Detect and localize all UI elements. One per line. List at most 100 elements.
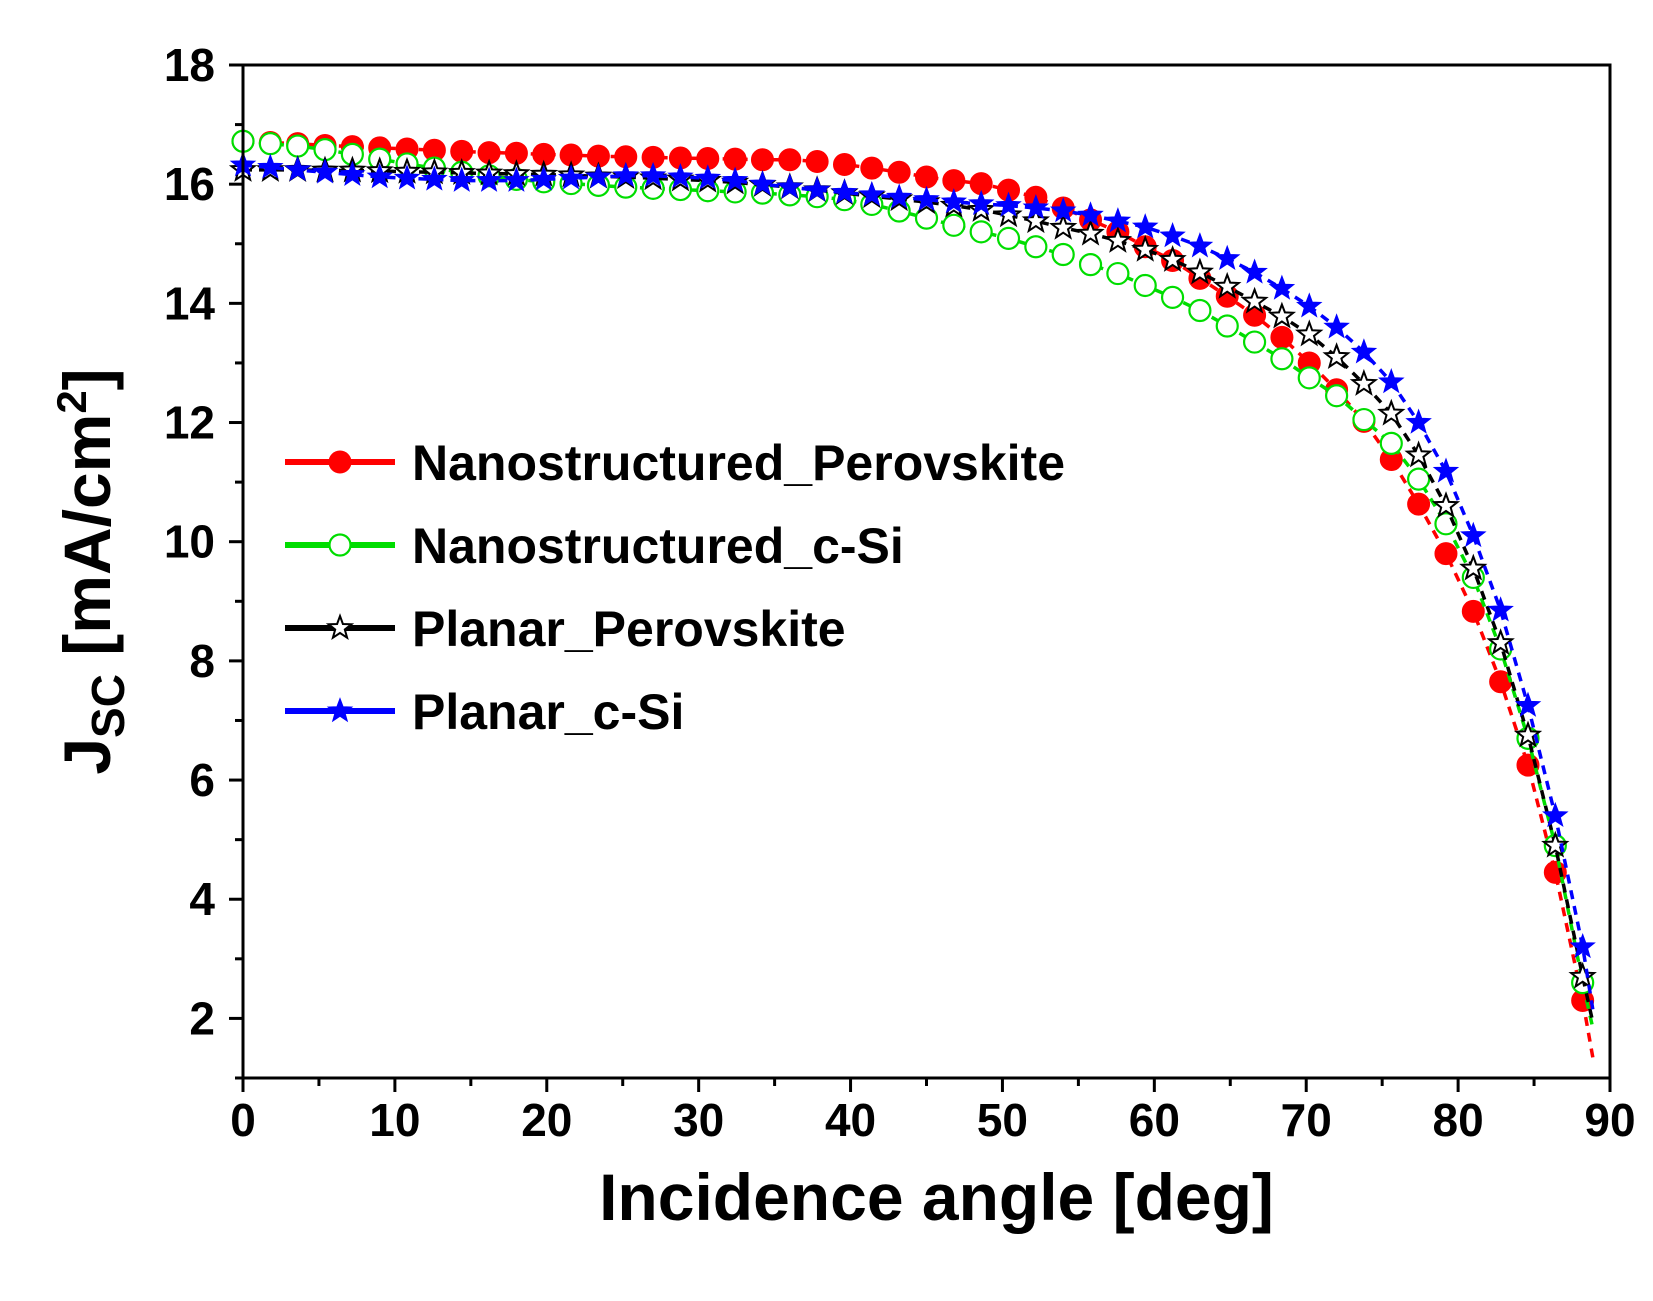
data-point-planar-perovskite [1486, 628, 1515, 656]
legend-item-planar-c-si: Planar_c-Si [285, 684, 684, 740]
data-point-planar-c-si [721, 166, 749, 192]
data-point-nanostructured-c-si [996, 226, 1021, 251]
legend-item-nanostructured-perovskite: Nanostructured_Perovskite [285, 435, 1065, 491]
y-axis-title-main: J [50, 738, 124, 775]
y-tick-label: 6 [189, 754, 215, 806]
data-point-planar-c-si [1214, 244, 1241, 270]
y-tick-label: 14 [164, 277, 216, 329]
data-point-nanostructured-c-si [1324, 384, 1349, 408]
data-point-planar-perovskite [994, 200, 1023, 228]
data-point-planar-c-si [967, 189, 995, 216]
data-point-planar-c-si [339, 160, 366, 186]
x-axis-title: Incidence angle [deg] [599, 1160, 1274, 1234]
data-point-planar-c-si [803, 176, 831, 202]
data-point-planar-c-si [913, 185, 940, 211]
data-point-planar-c-si [885, 183, 913, 209]
data-point-planar-perovskite [1295, 319, 1324, 347]
data-point-planar-c-si [557, 164, 585, 190]
data-point-planar-c-si [831, 178, 858, 204]
data-point-planar-c-si [421, 165, 448, 191]
data-point-planar-perovskite [1103, 225, 1133, 253]
y-tick-label: 8 [189, 635, 215, 687]
legend-marker-planar-c-si [326, 697, 354, 723]
x-tick-label: 30 [673, 1094, 724, 1146]
data-point-planar-c-si [284, 155, 311, 182]
data-point-nanostructured-c-si [1242, 330, 1267, 354]
data-point-nanostructured-perovskite [887, 160, 911, 184]
data-point-nanostructured-perovskite [778, 148, 802, 172]
data-point-nanostructured-c-si [258, 132, 282, 156]
x-tick-label: 40 [825, 1094, 876, 1146]
data-point-planar-c-si [1460, 521, 1487, 548]
data-point-planar-c-si [1350, 338, 1378, 364]
y-tick-label: 4 [189, 873, 215, 925]
data-point-planar-c-si [448, 166, 475, 192]
y-tick-label: 18 [164, 39, 215, 91]
data-point-planar-c-si [1268, 274, 1296, 300]
data-point-planar-c-si [1077, 201, 1104, 227]
data-point-nanostructured-c-si [1106, 261, 1130, 286]
data-point-nanostructured-c-si [1407, 467, 1431, 491]
data-point-planar-perovskite [1240, 286, 1269, 314]
legend-item-nanostructured-c-si: Nanostructured_c-Si [285, 518, 904, 574]
legend-item-planar-perovskite: Planar_Perovskite [285, 601, 846, 657]
data-point-nanostructured-perovskite [1434, 542, 1458, 566]
data-point-nanostructured-c-si [1379, 431, 1403, 455]
data-point-planar-c-si [1296, 292, 1323, 318]
legend-marker-nanostructured-perovskite [328, 450, 352, 474]
data-point-planar-perovskite [1021, 206, 1051, 234]
plot-series [228, 129, 1597, 1061]
data-point-nanostructured-perovskite [860, 156, 884, 180]
series-line-planar-c-si [242, 163, 1596, 1013]
data-point-nanostructured-perovskite [832, 153, 856, 177]
data-point-planar-c-si [1378, 368, 1405, 394]
data-point-planar-c-si [639, 161, 667, 188]
data-point-planar-c-si [940, 188, 968, 214]
data-point-planar-perovskite [1377, 398, 1406, 426]
y-axis-title: JSC [mA/cm2] [48, 368, 134, 774]
axes: 0 10 20 30 40 50 60 70 80 90 2 4 6 8 10 12 14 16 18 [164, 39, 1636, 1146]
data-point-nanostructured-c-si [1188, 298, 1212, 323]
data-point-planar-c-si [257, 153, 284, 179]
data-point-nanostructured-perovskite [1407, 492, 1431, 516]
data-point-planar-c-si [694, 164, 722, 190]
data-point-planar-perovskite [1131, 234, 1160, 262]
data-point-planar-perovskite [1541, 830, 1570, 858]
data-point-planar-perovskite [1404, 440, 1433, 468]
series-planar-c-si [229, 151, 1596, 1013]
legend-marker-nanostructured-c-si [328, 533, 352, 557]
data-point-planar-c-si [366, 163, 393, 189]
legend: Nanostructured_Perovskite Nanostructured_… [285, 435, 1065, 740]
data-point-nanostructured-c-si [1297, 366, 1321, 390]
data-point-planar-c-si [1131, 213, 1159, 239]
data-point-planar-c-si [1569, 932, 1596, 959]
data-point-planar-perovskite [1267, 301, 1297, 329]
data-point-planar-c-si [776, 173, 804, 199]
y-tick-label: 12 [164, 397, 215, 449]
data-point-planar-c-si [311, 158, 339, 184]
data-point-nanostructured-perovskite [915, 165, 938, 189]
data-point-planar-perovskite [1185, 257, 1215, 285]
data-point-planar-c-si [1186, 232, 1214, 258]
legend-label-planar-perovskite: Planar_Perovskite [412, 601, 846, 657]
legend-marker-planar-perovskite [325, 613, 355, 641]
data-point-planar-c-si [1542, 801, 1569, 828]
data-point-planar-perovskite [1076, 218, 1105, 246]
data-point-nanostructured-c-si [1133, 273, 1157, 298]
data-point-planar-c-si [858, 180, 886, 207]
y-tick-label: 16 [164, 158, 215, 210]
y-tick-label: 10 [164, 516, 215, 568]
data-point-nanostructured-c-si [942, 213, 966, 237]
x-tick-label: 20 [521, 1094, 572, 1146]
x-tick-label: 0 [230, 1094, 256, 1146]
data-point-planar-perovskite [1322, 342, 1351, 370]
data-point-nanostructured-c-si [1270, 347, 1294, 371]
data-point-planar-c-si [585, 163, 612, 189]
x-tick-label: 90 [1584, 1094, 1635, 1146]
data-point-nanostructured-c-si [1352, 407, 1376, 432]
data-point-nanostructured-perovskite [1461, 599, 1485, 623]
data-point-planar-c-si [1104, 207, 1132, 233]
y-axis-title-subscript: SC [82, 674, 134, 738]
data-point-planar-c-si [1487, 596, 1514, 622]
